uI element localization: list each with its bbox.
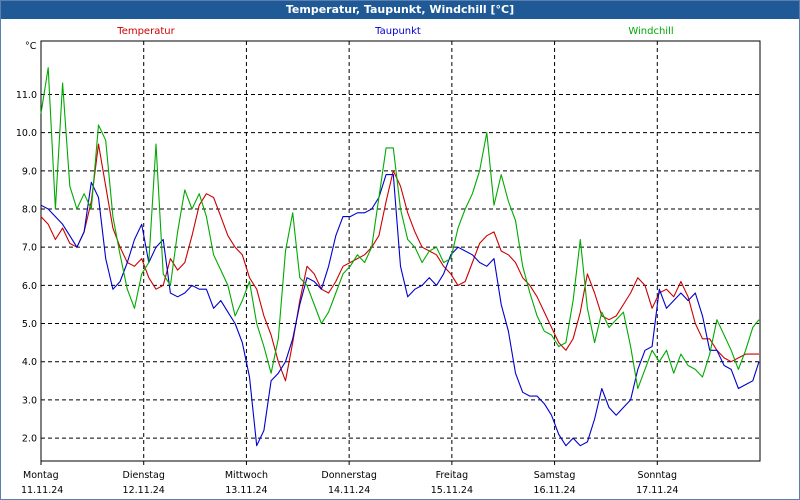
x-tick-date: 13.11.24: [225, 485, 267, 496]
x-tick-day: Mittwoch: [225, 470, 268, 481]
y-axis-unit: °C: [25, 41, 37, 52]
x-axis: Montag 11.11.24 Dienstag 12.11.24 Mittwoch 13…: [21, 461, 678, 496]
x-tick-date: 12.11.24: [123, 485, 165, 496]
legend-item-windchill: Windchill: [628, 26, 673, 37]
y-tick-label: 2.0: [22, 434, 37, 445]
y-tick-label: 4.0: [22, 357, 37, 368]
series-lines: [40, 67, 760, 447]
y-axis: °C 2.0 3.0 4.0 5.0 6.0 7.0 8.0 9.0 10.0 11.0: [16, 41, 37, 445]
x-tick-day: Samstag: [534, 470, 576, 481]
grid-lines: [41, 41, 760, 461]
series-line-temperatur: [40, 143, 759, 382]
y-tick-label: 3.0: [22, 395, 37, 406]
chart-title: Temperatur, Taupunkt, Windchill [°C]: [1, 1, 799, 19]
x-tick-date: 17.11.24: [636, 485, 678, 496]
series-line-windchill: [40, 67, 760, 390]
legend-item-temperatur: Temperatur: [116, 26, 175, 37]
x-tick-day: Dienstag: [123, 470, 165, 481]
y-tick-label: 9.0: [22, 166, 37, 177]
legend: Temperatur Taupunkt Windchill: [116, 26, 673, 37]
series-line-taupunkt: [40, 174, 760, 447]
y-tick-label: 8.0: [22, 205, 37, 216]
x-tick-date: 15.11.24: [431, 485, 473, 496]
x-tick-day: Montag: [23, 470, 59, 481]
x-tick-day: Donnerstag: [321, 470, 376, 481]
x-tick-date: 14.11.24: [328, 485, 370, 496]
x-tick-day: Freitag: [436, 470, 469, 481]
x-tick-date: 11.11.24: [21, 485, 63, 496]
y-tick-label: 5.0: [22, 319, 37, 330]
y-tick-label: 10.0: [16, 128, 37, 139]
y-tick-label: 11.0: [16, 90, 37, 101]
plot-area: [40, 40, 761, 462]
x-tick-day: Sonntag: [638, 470, 677, 481]
x-tick-date: 16.11.24: [533, 485, 575, 496]
y-tick-label: 6.0: [22, 281, 37, 292]
y-tick-label: 7.0: [22, 243, 37, 254]
legend-item-taupunkt: Taupunkt: [374, 26, 421, 37]
